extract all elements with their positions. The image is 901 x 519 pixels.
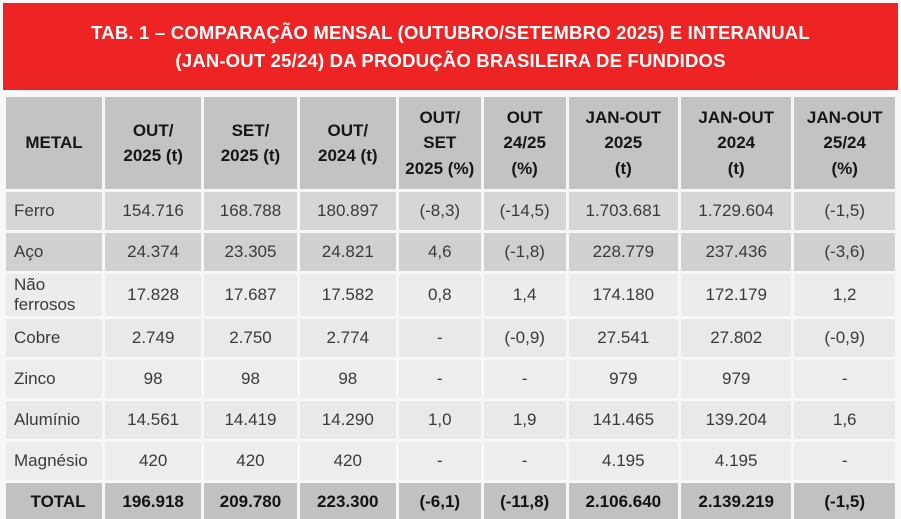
- table-cell: 174.180: [568, 274, 679, 317]
- table-cell: (-3,6): [794, 233, 895, 271]
- metal-name: Não ferrosos: [6, 274, 103, 317]
- table-cell: 2.774: [299, 319, 396, 358]
- table-cell: 98: [105, 360, 202, 399]
- table-cell: 1,4: [483, 274, 566, 317]
- table-row-aco: Aço 24.374 23.305 24.821 4,6 (-1,8) 228.…: [6, 233, 895, 271]
- table-cell: 979: [568, 360, 679, 399]
- table-cell: (-0,9): [483, 319, 566, 358]
- table-cell: -: [398, 442, 481, 481]
- col-header-out-2024: OUT/ 2024 (t): [299, 97, 396, 189]
- table-cell: 14.419: [204, 401, 297, 440]
- table-cell: 1,6: [794, 401, 895, 440]
- col-header-out-24-25-pct: OUT 24/25 (%): [483, 97, 566, 189]
- table-cell: 14.290: [299, 401, 396, 440]
- table-cell: 1.729.604: [681, 192, 792, 230]
- production-table: METAL OUT/ 2025 (t) SET/ 2025 (t) OUT/ 2…: [3, 94, 898, 519]
- table-cell: (-6,1): [398, 483, 481, 519]
- table-cell: 2.749: [105, 319, 202, 358]
- title-line-2: (JAN-OUT 25/24) DA PRODUÇÃO BRASILEIRA D…: [175, 49, 726, 71]
- table-cell: (-8,3): [398, 192, 481, 230]
- title-line-1: TAB. 1 – COMPARAÇÃO MENSAL (OUTUBRO/SETE…: [91, 21, 810, 43]
- table-cell: (-1,5): [794, 192, 895, 230]
- table-row-nao-ferrosos: Não ferrosos 17.828 17.687 17.582 0,8 1,…: [6, 274, 895, 317]
- metal-name: Alumínio: [6, 401, 103, 440]
- table-cell: 23.305: [204, 233, 297, 271]
- col-header-jan-out-25-24-pct: JAN-OUT 25/24 (%): [794, 97, 895, 189]
- table-cell: 98: [299, 360, 396, 399]
- table-cell: 0,8: [398, 274, 481, 317]
- table-cell: 196.918: [105, 483, 202, 519]
- col-header-metal: METAL: [6, 97, 103, 189]
- table-cell: 98: [204, 360, 297, 399]
- table-cell: 24.374: [105, 233, 202, 271]
- col-header-out-2025: OUT/ 2025 (t): [105, 97, 202, 189]
- col-header-set-2025: SET/ 2025 (t): [204, 97, 297, 189]
- table-cell: 168.788: [204, 192, 297, 230]
- table-cell: (-1,5): [794, 483, 895, 519]
- table-cell: -: [794, 360, 895, 399]
- table-cell: 27.802: [681, 319, 792, 358]
- table-cell: 209.780: [204, 483, 297, 519]
- table-cell: 2.139.219: [681, 483, 792, 519]
- metal-name: Magnésio: [6, 442, 103, 481]
- metal-name: Zinco: [6, 360, 103, 399]
- table-cell: 17.828: [105, 274, 202, 317]
- table-cell: 420: [105, 442, 202, 481]
- table-cell: 1.703.681: [568, 192, 679, 230]
- table-cell: 141.465: [568, 401, 679, 440]
- table-cell: 420: [299, 442, 396, 481]
- table-cell: 979: [681, 360, 792, 399]
- table-cell: 4.195: [681, 442, 792, 481]
- table-cell: 172.179: [681, 274, 792, 317]
- table-row-cobre: Cobre 2.749 2.750 2.774 - (-0,9) 27.541 …: [6, 319, 895, 358]
- table-row-ferro: Ferro 154.716 168.788 180.897 (-8,3) (-1…: [6, 192, 895, 230]
- table-row-zinco: Zinco 98 98 98 - - 979 979 -: [6, 360, 895, 399]
- table-cell: 17.582: [299, 274, 396, 317]
- table-cell: 139.204: [681, 401, 792, 440]
- table-cell: 24.821: [299, 233, 396, 271]
- table-cell: 223.300: [299, 483, 396, 519]
- table-cell: 420: [204, 442, 297, 481]
- table-title-banner: TAB. 1 – COMPARAÇÃO MENSAL (OUTUBRO/SETE…: [3, 3, 898, 90]
- table-cell: 154.716: [105, 192, 202, 230]
- total-label: TOTAL: [6, 483, 103, 519]
- table-row-total: TOTAL 196.918 209.780 223.300 (-6,1) (-1…: [6, 483, 895, 519]
- table-cell: 228.779: [568, 233, 679, 271]
- table-cell: 2.750: [204, 319, 297, 358]
- table-cell: 17.687: [204, 274, 297, 317]
- table-cell: (-1,8): [483, 233, 566, 271]
- col-header-jan-out-2025: JAN-OUT 2025 (t): [568, 97, 679, 189]
- table-cell: (-0,9): [794, 319, 895, 358]
- table-cell: 4,6: [398, 233, 481, 271]
- col-header-out-set-2025-pct: OUT/ SET 2025 (%): [398, 97, 481, 189]
- table-cell: -: [398, 319, 481, 358]
- table-cell: -: [794, 442, 895, 481]
- table-cell: 1,9: [483, 401, 566, 440]
- metal-name: Aço: [6, 233, 103, 271]
- table-cell: 237.436: [681, 233, 792, 271]
- table-cell: 180.897: [299, 192, 396, 230]
- table-row-aluminio: Alumínio 14.561 14.419 14.290 1,0 1,9 14…: [6, 401, 895, 440]
- table-cell: 14.561: [105, 401, 202, 440]
- table-row-magnesio: Magnésio 420 420 420 - - 4.195 4.195 -: [6, 442, 895, 481]
- col-header-jan-out-2024: JAN-OUT 2024 (t): [681, 97, 792, 189]
- header-row: METAL OUT/ 2025 (t) SET/ 2025 (t) OUT/ 2…: [6, 97, 895, 189]
- table-cell: 2.106.640: [568, 483, 679, 519]
- table-cell: (-14,5): [483, 192, 566, 230]
- table-cell: 1,0: [398, 401, 481, 440]
- table-cell: (-11,8): [483, 483, 566, 519]
- table-cell: 4.195: [568, 442, 679, 481]
- metal-name: Cobre: [6, 319, 103, 358]
- table-cell: 27.541: [568, 319, 679, 358]
- metal-name: Ferro: [6, 192, 103, 230]
- table-cell: -: [483, 360, 566, 399]
- table-cell: 1,2: [794, 274, 895, 317]
- table-cell: -: [483, 442, 566, 481]
- table-cell: -: [398, 360, 481, 399]
